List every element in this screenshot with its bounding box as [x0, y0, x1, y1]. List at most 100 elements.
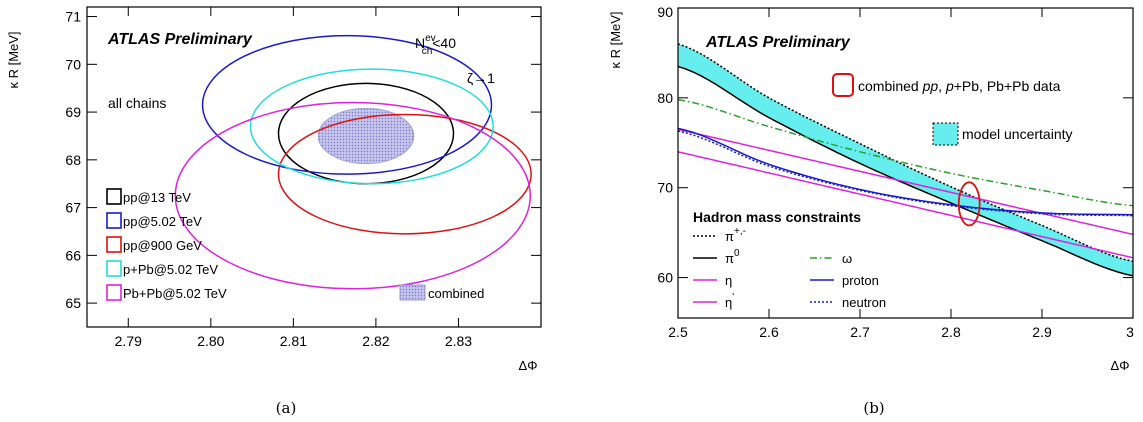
x-tick-label-b: 2.6	[759, 324, 779, 340]
panel-a: 2.79 2.80 2.81 2.82 2.83 65 66 67 68 69 70 71 κ R […	[6, 6, 542, 417]
legend-entry-a: p+Pb@5.02 TeV	[106, 260, 218, 277]
legend-swatch	[106, 284, 122, 301]
line-π0	[678, 65, 1133, 277]
legend-label: pp@900 GeV	[123, 238, 202, 253]
nch-symbol: N	[415, 35, 425, 51]
legend-label: π0	[725, 248, 740, 266]
legend-entry-a: pp@900 GeV	[106, 236, 202, 253]
legend-label-base: η	[725, 273, 732, 288]
y-axis-label-b: κ R [MeV]	[608, 11, 623, 68]
legend-label-sup: +,-	[734, 226, 746, 237]
axis-ticks-a: 2.79 2.80 2.81 2.82 2.83 65 66 67 68 69 70 71	[65, 7, 541, 349]
legend-label-sup: '	[732, 292, 734, 303]
chains-label: all chains	[108, 95, 166, 111]
legend-label-part: ,	[938, 78, 946, 94]
legend-label-part: combined	[858, 78, 923, 94]
y-tick-label-b: 60	[657, 270, 673, 286]
experiment-label-a: ATLAS Preliminary	[107, 31, 253, 48]
y-tick-label-b: 90	[657, 4, 673, 20]
legend-label-part: p	[945, 78, 954, 94]
x-tick-label-a: 2.80	[197, 333, 224, 349]
legend-label-sup: 0	[734, 248, 740, 259]
x-tick-label-a: 2.81	[280, 333, 307, 349]
legend-label-base: π	[725, 251, 734, 266]
legend-label-base: ω	[842, 251, 852, 266]
confidence-ellipses	[174, 34, 532, 290]
legend-label: ω	[842, 251, 852, 266]
legend-label: π+,-	[725, 226, 746, 244]
plot-frame-a	[86, 6, 542, 328]
line-η	[678, 151, 1133, 259]
model-uncertainty-band	[678, 43, 1133, 276]
x-tick-label-b: 2.8	[941, 324, 961, 340]
legend-label: proton	[842, 273, 879, 288]
legend-entry-b: ω	[810, 251, 852, 266]
ellipse-pb-pb-5-02-tev	[174, 101, 532, 290]
legend-label-base: π	[725, 229, 734, 244]
x-tick-label-a: 2.79	[115, 333, 142, 349]
legend-entry-band: model uncertainty	[932, 122, 1073, 146]
zeta-label: ζ→1	[467, 70, 495, 86]
x-axis-label-a: ΔΦ	[518, 358, 537, 373]
line-ω	[678, 98, 1133, 207]
panel-b: 2.5 2.6 2.7 2.8 2.9 3 60 70 80 90 κ R [MeV] ΔΦ AT…	[608, 4, 1134, 417]
nch-subscript: ch	[422, 46, 433, 57]
x-tick-label-b: 2.9	[1032, 324, 1052, 340]
legend-label-base: proton	[842, 273, 879, 288]
y-tick-label-a: 67	[65, 200, 81, 216]
legend-label: η	[725, 273, 732, 288]
experiment-label-b: ATLAS Preliminary	[705, 34, 851, 51]
legend-label: η'	[725, 292, 734, 310]
line-π-	[678, 43, 1133, 263]
legend-entry-combined: combined	[399, 284, 484, 301]
line-neutron	[678, 130, 1133, 217]
ellipse-pp-900-gev	[277, 113, 532, 235]
legend-entry-b: η'	[693, 292, 734, 310]
legend-b: combined pp, p+Pb, Pb+Pb data model uncer…	[693, 73, 1073, 310]
legend-label-combined: combined	[428, 286, 484, 301]
legend-label-base: η	[725, 295, 732, 310]
x-tick-label-a: 2.83	[445, 333, 472, 349]
legend-entry-a: pp@5.02 TeV	[106, 212, 202, 229]
legend-entry-a: pp@13 TeV	[106, 188, 191, 205]
legend-swatch-combined-data	[832, 73, 854, 97]
x-tick-label-b: 3	[1126, 324, 1134, 340]
panel-label-a: (a)	[276, 399, 297, 417]
combined-data-ellipse	[957, 181, 981, 227]
legend-label: neutron	[842, 295, 886, 310]
legend-label: pp@5.02 TeV	[123, 214, 202, 229]
y-tick-label-a: 70	[65, 56, 81, 72]
x-axis-label-b: ΔΦ	[1110, 358, 1129, 373]
panel-label-b: (b)	[863, 399, 884, 417]
ellipse-p-pb-5-02-tev	[249, 68, 494, 185]
legend-label: Pb+Pb@5.02 TeV	[123, 286, 227, 301]
plot-frame-b	[677, 7, 1134, 319]
legend-swatch	[106, 188, 122, 205]
nch-cut-label: Nev ch<40	[415, 33, 456, 57]
legend-entry-b: π+,-	[693, 226, 746, 244]
legend-swatch	[106, 212, 122, 229]
y-axis-label-a: κ R [MeV]	[6, 31, 21, 88]
line-η-	[678, 128, 1133, 236]
line-proton	[678, 127, 1133, 216]
legend-entry-a: Pb+Pb@5.02 TeV	[106, 284, 227, 301]
nch-cut: <40	[432, 35, 456, 51]
y-tick-label-a: 69	[65, 104, 81, 120]
legend-label-part: +Pb, Pb+Pb data	[954, 78, 1061, 94]
plot-area-b	[678, 43, 1133, 277]
ellipse-pp-5-02-tev	[201, 34, 493, 175]
y-tick-label-a: 68	[65, 152, 81, 168]
legend-swatch	[106, 260, 122, 277]
legend-entry-combined-data: combined pp, p+Pb, Pb+Pb data	[832, 73, 1061, 97]
legend-swatch-combined	[399, 284, 426, 301]
legend-a: pp@13 TeV pp@5.02 TeV pp@900 GeV p+Pb@5.02 …	[106, 188, 484, 301]
legend-label-part: pp	[922, 78, 939, 94]
nch-superscript: ev	[425, 33, 436, 44]
legend-swatch-band	[932, 122, 959, 146]
legend-swatch	[106, 236, 122, 253]
legend-title-b: Hadron mass constraints	[693, 209, 861, 225]
axis-ticks-b: 2.5 2.6 2.7 2.8 2.9 3 60 70 80 90	[657, 4, 1134, 340]
legend-entry-b: π0	[693, 248, 740, 266]
legend-entry-b: neutron	[810, 295, 886, 310]
x-tick-label-b: 2.7	[850, 324, 870, 340]
